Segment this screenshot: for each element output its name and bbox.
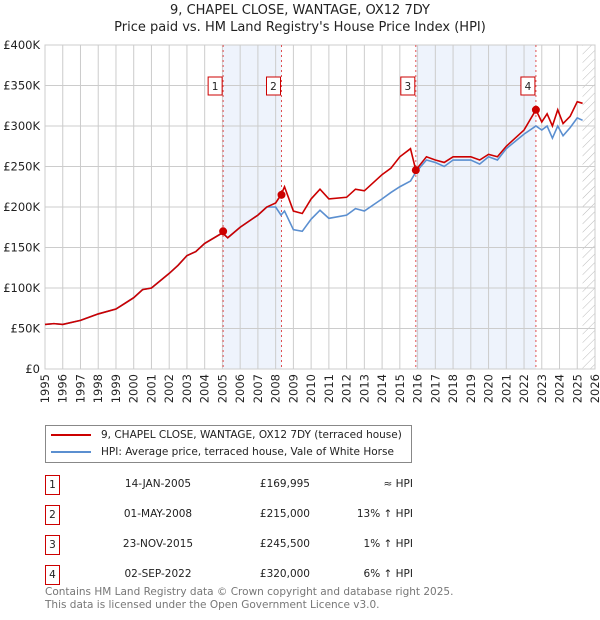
- x-tick-label: 2010: [304, 374, 318, 403]
- x-tick-label: 1997: [73, 374, 87, 403]
- sale-label-box: [520, 76, 536, 96]
- x-tick-label: 2009: [286, 374, 300, 403]
- x-tick-label: 2023: [535, 374, 549, 403]
- legend-swatch-hpi: [51, 451, 91, 453]
- transaction-row: 4 02-SEP-2022 £320,000 6% ↑ HPI: [45, 565, 413, 585]
- x-tick-label: 2011: [322, 374, 336, 403]
- transaction-date: 02-SEP-2022: [124, 568, 192, 580]
- y-tick-label: £0: [25, 362, 40, 376]
- x-tick-label: 2004: [198, 374, 212, 403]
- y-tick-label: £250K: [3, 160, 40, 174]
- legend-hpi: HPI: Average price, terraced house, Vale…: [101, 446, 394, 458]
- y-tick-label: £150K: [3, 241, 40, 255]
- x-tick-label: 2002: [162, 374, 176, 403]
- y-tick-label: £100K: [3, 281, 40, 295]
- legend-swatch-property: [51, 434, 91, 436]
- sale-label: 4: [525, 81, 532, 93]
- transaction-row: 2 01-MAY-2008 £215,000 13% ↑ HPI: [45, 505, 413, 525]
- sale-label: 1: [212, 81, 219, 93]
- x-tick-label: 2003: [180, 374, 194, 403]
- transaction-number: 2: [45, 505, 60, 525]
- y-tick-label: £400K: [3, 38, 40, 52]
- transaction-price: £215,000: [259, 508, 310, 520]
- x-tick-label: 2020: [482, 374, 496, 403]
- transaction-hpi: 13% ↑ HPI: [356, 508, 413, 520]
- x-tick-label: 2001: [144, 374, 158, 403]
- x-tick-label: 2025: [570, 374, 584, 403]
- transaction-date: 23-NOV-2015: [122, 538, 194, 550]
- x-tick-label: 2014: [375, 374, 389, 403]
- x-tick-label: 1998: [91, 374, 105, 403]
- transaction-hpi: 6% ↑ HPI: [363, 568, 413, 580]
- x-tick-label: 2012: [340, 374, 354, 403]
- x-tick-label: 2019: [464, 374, 478, 403]
- legend: 9, CHAPEL CLOSE, WANTAGE, OX12 7DY (terr…: [45, 425, 412, 463]
- sale-label: 3: [404, 81, 411, 93]
- chart-title: 9, CHAPEL CLOSE, WANTAGE, OX12 7DY: [170, 3, 430, 18]
- x-tick-label: 2015: [393, 374, 407, 403]
- x-tick-label: 2005: [215, 374, 229, 403]
- property-price-line: [44, 100, 583, 326]
- x-tick-label: 2006: [233, 374, 247, 403]
- x-tick-label: 2018: [446, 374, 460, 403]
- x-tick-label: 2013: [357, 374, 371, 403]
- x-tick-label: 2024: [553, 374, 567, 403]
- chart-subtitle: Price paid vs. HM Land Registry's House …: [114, 20, 486, 35]
- legend-property: 9, CHAPEL CLOSE, WANTAGE, OX12 7DY (terr…: [101, 429, 402, 441]
- footer-line-2: This data is licensed under the Open Gov…: [45, 599, 380, 611]
- x-tick-label: 2008: [269, 374, 283, 403]
- transaction-hpi: 1% ↑ HPI: [363, 538, 413, 550]
- transaction-price: £320,000: [259, 568, 310, 580]
- sale-point: [411, 166, 420, 175]
- x-tick-label: 1995: [38, 374, 52, 403]
- x-tick-label: 2022: [517, 374, 531, 403]
- y-tick-label: £300K: [3, 119, 40, 133]
- transaction-date: 01-MAY-2008: [123, 508, 193, 520]
- footer: Contains HM Land Registry data © Crown c…: [45, 586, 453, 612]
- x-tick-label: 2021: [499, 374, 513, 403]
- x-tick-label: 2000: [127, 374, 141, 403]
- y-tick-label: £350K: [3, 79, 40, 93]
- sale-label: 2: [270, 81, 277, 93]
- transaction-row: 3 23-NOV-2015 £245,500 1% ↑ HPI: [45, 535, 413, 555]
- transaction-hpi: ≈ HPI: [383, 478, 413, 490]
- x-tick-label: 1999: [109, 374, 123, 403]
- plot-frame: [44, 44, 596, 370]
- x-tick-label: 1996: [56, 374, 70, 403]
- sale-point: [531, 105, 540, 114]
- y-tick-label: £50K: [11, 322, 41, 336]
- sale-label-box: [266, 76, 281, 96]
- transaction-number: 4: [45, 565, 60, 585]
- plot-area: 1995 1996 1997 1998 1999 2000 2001 2002 2003 2004…: [3, 38, 600, 403]
- sale-point: [277, 190, 286, 199]
- footer-line-1: Contains HM Land Registry data © Crown c…: [45, 586, 454, 598]
- transaction-number: 1: [45, 475, 60, 495]
- x-tick-label: 2016: [411, 374, 425, 403]
- sale-label-box: [400, 76, 416, 96]
- x-tick-label: 2007: [251, 374, 265, 403]
- x-tick-label: 2017: [428, 374, 442, 403]
- transaction-number: 3: [45, 535, 60, 555]
- sale-point: [219, 227, 228, 236]
- x-tick-label: 2026: [588, 374, 600, 403]
- transaction-price: £245,500: [259, 538, 310, 550]
- sale-label-box: [207, 76, 223, 96]
- transaction-price: £169,995: [259, 478, 310, 490]
- transaction-date: 14-JAN-2005: [124, 478, 192, 490]
- y-tick-label: £200K: [3, 200, 40, 214]
- transaction-row: 1 14-JAN-2005 £169,995 ≈ HPI: [45, 475, 413, 495]
